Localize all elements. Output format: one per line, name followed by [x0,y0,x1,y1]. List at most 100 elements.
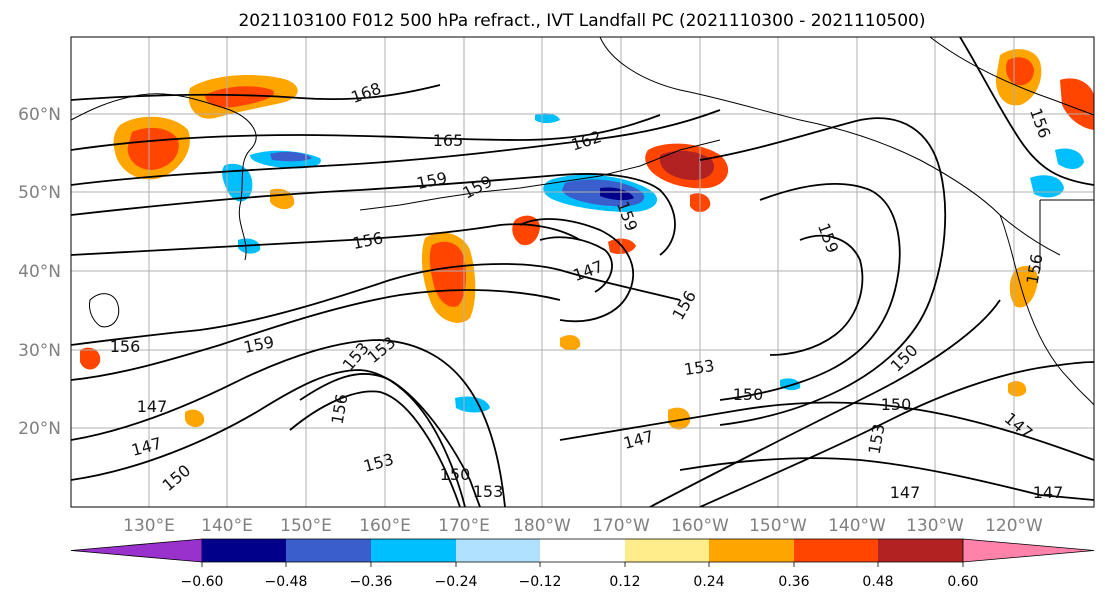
warm-patch [127,127,179,170]
gridlines [71,37,1094,507]
lon-tick-label: 160°W [671,516,729,536]
coastlines [71,37,1094,406]
colorbar-tick-label: −0.60 [181,574,224,590]
warm-patch [1060,78,1094,130]
longitude-labels: 130°E 140°E 150°E 160°E 170°E 180°W 170°W 160°W… [123,516,1043,536]
colorbar-extend-max [962,538,1095,563]
contour-south1 [559,401,1094,461]
contour-label: 156 [110,337,141,356]
latitude-labels: 60°N 50°N 40°N 30°N 20°N [18,105,61,439]
coastline-japan [89,293,120,328]
warm-patch [668,407,691,430]
contour-label: 147 [890,483,921,502]
colorbar-tick-label: −0.48 [265,574,308,590]
colorbar-bin [540,539,625,562]
warm-patch [205,86,274,108]
warm-patch [185,409,205,428]
lon-tick-label: 140°W [828,516,886,536]
contour-156a [71,223,581,256]
warm-patch [512,215,540,246]
contour-jet1 [299,373,481,507]
lon-tick-label: 130°W [906,516,964,536]
colorbar-bin [202,539,286,562]
contour-trough [519,218,635,323]
colorbar-bin [794,539,878,562]
colorbar-tick-label: 0.24 [693,574,724,590]
lon-tick-label: 150°W [749,516,807,536]
colorbar-bin [371,539,456,562]
contour-trough2 [539,236,613,293]
contour-label: 165 [433,131,464,150]
contour-165 [71,114,661,151]
colorbar-tick-label: −0.36 [350,574,393,590]
colorbar-bin [709,539,794,562]
contour-jet2 [289,390,461,507]
contour-156b [71,263,681,346]
contour-east2 [699,361,1094,507]
map-frame [70,36,1095,508]
colorbar: −0.60 −0.48 −0.36 −0.24 −0.12 0.12 0.24 0.36 0.4… [70,538,1095,590]
coastline-canada [929,37,1094,116]
lat-tick-label: 60°N [18,105,61,125]
lon-tick-label: 140°E [201,516,253,536]
colorbar-bin [456,539,540,562]
cold-patch [1055,148,1084,169]
cold-patch [600,187,634,201]
colorbar-tick-label: 0.60 [947,574,978,590]
colorbar-bin [625,539,709,562]
cold-patch [270,151,312,162]
contour-east3 [649,299,1001,507]
colorbar-tick-label: 0.36 [778,574,809,590]
lon-tick-label: 160°E [359,516,411,536]
lon-tick-label: 170°W [592,516,650,536]
colorbar-boxes [70,538,1095,563]
contour-label: 147 [1033,483,1064,502]
contour-162 [71,109,721,186]
border-box [1039,199,1094,270]
contour-label: 150 [440,465,471,484]
colorbar-bin [878,539,963,562]
colorbar-tick-label: 0.12 [609,574,640,590]
lat-tick-label: 20°N [18,419,61,439]
lon-tick-label: 150°E [280,516,332,536]
contour-east1 [959,37,1094,186]
colorbar-outline [202,538,963,563]
colorbar-tick-label: −0.12 [519,574,562,590]
contours [71,37,1094,507]
lon-tick-label: 180°W [513,516,571,536]
coastline-aleutians [359,139,721,211]
warm-patch [80,347,101,370]
contour-ridge3 [769,234,864,356]
colorbar-tick-label: 0.48 [862,574,893,590]
colorbar-bin [286,539,371,562]
lon-tick-label: 170°E [438,516,490,536]
coastline-namerica [999,214,1094,406]
contour-label: 153 [473,482,504,501]
lat-tick-label: 50°N [18,183,61,203]
contour-label: 147 [137,397,168,416]
warm-patch [1008,381,1027,397]
contour-153 [71,289,561,381]
colorbar-extend-min [70,538,203,563]
lon-tick-label: 130°E [123,516,175,536]
contour-south2 [679,457,1094,501]
colorbar-tick-label: −0.24 [435,574,478,590]
lat-tick-label: 40°N [18,262,61,282]
lat-tick-label: 30°N [18,341,61,361]
contour-ridge1 [699,117,947,426]
map-title: 2021103100 F012 500 hPa refract., IVT La… [238,11,925,31]
contour-label: 150 [733,385,764,404]
contour-label: 150 [881,395,912,414]
warm-patch [1006,57,1034,86]
colorbar-ticks: −0.60 −0.48 −0.36 −0.24 −0.12 0.12 0.24 0.36 0.4… [181,562,979,590]
contour-147 [71,369,466,507]
contour-150 [71,339,506,507]
contour-label: 153 [683,356,716,379]
warm-patch [1009,265,1038,308]
cold-patch [535,113,560,123]
contour-159a [71,173,676,256]
contour-ridge2 [719,183,901,401]
contour-168 [71,84,441,101]
